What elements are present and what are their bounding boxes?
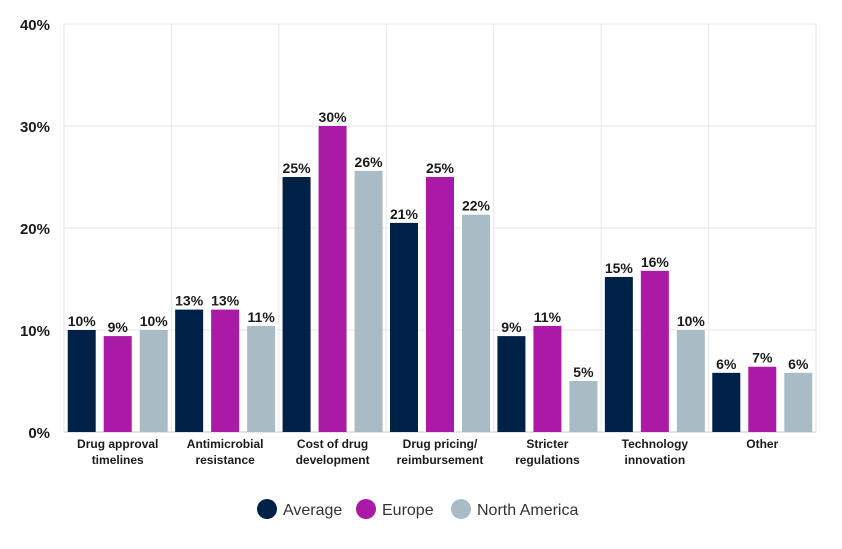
x-category-line: regulations bbox=[515, 453, 580, 467]
x-axis-categories: Drug approval timelines Antimicrobial resis… bbox=[77, 437, 779, 467]
x-category-line: resistance bbox=[195, 453, 255, 467]
y-tick-label: 20% bbox=[20, 221, 50, 238]
legend-label: North America bbox=[477, 502, 578, 519]
y-tick-label: 40% bbox=[20, 17, 50, 34]
legend-swatch bbox=[356, 499, 376, 519]
y-tick-label: 0% bbox=[28, 425, 50, 442]
x-category-line: Cost of drug bbox=[297, 437, 368, 451]
bar-average bbox=[604, 276, 633, 432]
x-category-label: Drug approval timelines bbox=[77, 437, 158, 467]
data-label: 25% bbox=[426, 160, 455, 176]
y-axis-ticks: 0% 10% 20% 30% 40% bbox=[20, 17, 50, 442]
data-label: 10% bbox=[677, 313, 706, 329]
bar-average bbox=[67, 330, 96, 432]
x-category-label: Antimicrobial resistance bbox=[187, 437, 264, 467]
x-category-line: development bbox=[296, 453, 370, 467]
data-label: 7% bbox=[752, 350, 773, 366]
x-category-line: Drug approval bbox=[77, 437, 158, 451]
data-label: 9% bbox=[108, 319, 129, 335]
bar-europe bbox=[748, 366, 777, 432]
x-category-line: Stricter bbox=[526, 437, 568, 451]
data-label: 16% bbox=[641, 254, 670, 270]
data-label: 5% bbox=[573, 364, 594, 380]
bar-north-america bbox=[784, 372, 813, 432]
data-label: 25% bbox=[283, 160, 312, 176]
x-category-line: Drug pricing/ bbox=[403, 437, 478, 451]
y-tick-label: 10% bbox=[20, 323, 50, 340]
x-category-label: Drug pricing/reimbursement bbox=[397, 437, 484, 467]
bar-europe bbox=[533, 325, 562, 432]
data-label: 9% bbox=[501, 319, 522, 335]
data-label: 26% bbox=[355, 154, 384, 170]
data-label: 6% bbox=[716, 356, 737, 372]
bar-north-america bbox=[569, 381, 598, 432]
legend-item-north-america: North America bbox=[451, 499, 578, 519]
x-category-line: Other bbox=[746, 437, 778, 451]
bar-europe bbox=[318, 126, 347, 432]
bar-average bbox=[497, 336, 526, 432]
bar-north-america bbox=[462, 214, 490, 432]
x-category-line: timelines bbox=[92, 453, 144, 467]
legend-label: Average bbox=[283, 502, 342, 519]
data-label: 13% bbox=[175, 293, 204, 309]
bar-europe bbox=[103, 336, 132, 432]
bar-average bbox=[390, 222, 418, 432]
bar-europe bbox=[640, 270, 669, 432]
legend: Average Europe North America bbox=[257, 499, 578, 519]
x-category-line: Technology bbox=[622, 437, 689, 451]
data-label: 11% bbox=[534, 309, 562, 325]
x-category-label: Cost of drug development bbox=[296, 437, 370, 467]
y-tick-label: 30% bbox=[20, 119, 50, 136]
legend-swatch bbox=[257, 499, 277, 519]
bar-average bbox=[282, 177, 311, 432]
bars bbox=[67, 126, 813, 432]
bar-north-america bbox=[247, 325, 276, 432]
legend-swatch bbox=[451, 499, 471, 519]
data-label: 15% bbox=[605, 260, 634, 276]
data-label: 22% bbox=[462, 198, 491, 214]
bar-north-america bbox=[354, 170, 383, 432]
data-label: 11% bbox=[248, 309, 276, 325]
x-category-label: Stricter regulations bbox=[515, 437, 580, 467]
bar-europe bbox=[211, 309, 240, 432]
bar-north-america bbox=[676, 330, 705, 432]
x-category-label: Other bbox=[746, 437, 778, 451]
data-label: 21% bbox=[390, 206, 419, 222]
legend-item-europe: Europe bbox=[356, 499, 434, 519]
bar-average bbox=[175, 309, 204, 432]
data-label: 6% bbox=[788, 356, 809, 372]
data-labels: 10% 13% 25% 21% 9% 15% 6% 9% 13% 30% 25% 11% 16% 7% 10… bbox=[68, 109, 809, 380]
data-label: 30% bbox=[319, 109, 348, 125]
x-category-line: Antimicrobial bbox=[187, 437, 264, 451]
bar-north-america bbox=[139, 330, 168, 432]
legend-label: Europe bbox=[382, 502, 434, 519]
x-category-label: Technology innovation bbox=[622, 437, 689, 467]
x-category-line: innovation bbox=[625, 453, 686, 467]
legend-item-average: Average bbox=[257, 499, 342, 519]
data-label: 10% bbox=[140, 313, 169, 329]
data-label: 13% bbox=[211, 293, 240, 309]
data-label: 10% bbox=[68, 313, 97, 329]
bar-average bbox=[712, 372, 741, 432]
bar-europe bbox=[426, 177, 454, 432]
x-category-line: reimbursement bbox=[397, 453, 484, 467]
